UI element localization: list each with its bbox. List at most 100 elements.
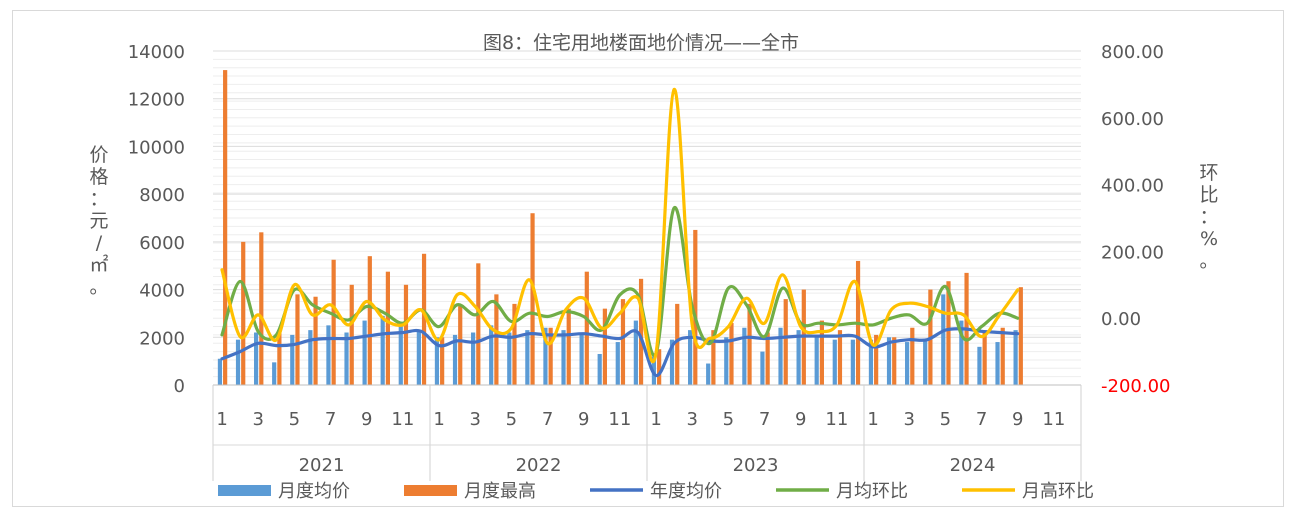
right-tick-label: 800.00 (1101, 42, 1164, 63)
bar-月度最高 (892, 337, 897, 385)
month-tick-label: 3 (903, 409, 914, 430)
bar-月度均价 (832, 339, 837, 385)
bar-月度均价 (850, 339, 855, 385)
bar-月度最高 (512, 303, 517, 385)
year-label: 2024 (950, 455, 996, 476)
bar-月度均价 (706, 363, 711, 385)
bar-月度最高 (783, 299, 788, 385)
bar-月度均价 (507, 332, 512, 385)
bar-月度均价 (923, 339, 928, 385)
bar-月度均价 (344, 332, 349, 385)
bar-月度均价 (362, 320, 367, 385)
bar-月度最高 (837, 330, 843, 385)
month-tick-label: 1 (650, 409, 661, 430)
bar-月度均价 (290, 334, 295, 385)
bar-月度均价 (977, 346, 982, 385)
left-tick-label: 14000 (128, 42, 185, 63)
left-tick-label: 12000 (128, 90, 185, 111)
bar-月度最高 (765, 332, 770, 385)
month-tick-label: 3 (252, 409, 263, 430)
bar-月度最高 (349, 284, 354, 385)
bar-月度均价 (254, 332, 259, 385)
right-axis-label-char: 比 (1199, 184, 1218, 206)
left-axis-label-char: ㎡ (89, 253, 108, 276)
bar-月度最高 (295, 294, 300, 385)
bar-月度最高 (403, 284, 409, 385)
bar-月度最高 (1000, 327, 1005, 385)
legend-label: 月度均价 (278, 481, 350, 502)
bar-月度最高 (458, 306, 463, 385)
month-tick-label: 5 (723, 409, 734, 430)
bar-月度均价 (760, 351, 765, 385)
left-tick-label: 0 (174, 376, 185, 397)
month-tick-label: 11 (1042, 409, 1065, 430)
bar-月度均价 (886, 337, 892, 385)
bar-月度最高 (657, 349, 662, 385)
bar-月度最高 (982, 332, 987, 385)
legend-label: 月均环比 (836, 481, 908, 502)
left-axis-label-char: / (96, 232, 103, 254)
right-tick-label: -200.00 (1101, 376, 1170, 397)
month-tick-label: 9 (795, 409, 806, 430)
bar-月度均价 (633, 320, 638, 385)
bar-月度最高 (566, 308, 571, 385)
bar-月度最高 (675, 303, 680, 385)
month-tick-label: 5 (289, 409, 300, 430)
bar-月度均价 (434, 337, 440, 385)
left-tick-label: 4000 (139, 281, 185, 302)
bar-月度均价 (778, 327, 783, 385)
month-tick-label: 7 (325, 409, 336, 430)
left-tick-label: 10000 (128, 137, 185, 158)
legend-label: 月度最高 (464, 481, 536, 502)
bar-月度均价 (941, 294, 946, 385)
bar-月度最高 (747, 303, 752, 385)
bar-月度均价 (669, 339, 675, 385)
bar-月度均价 (217, 358, 223, 385)
bar-月度均价 (814, 334, 819, 385)
right-tick-label: 400.00 (1101, 176, 1164, 197)
bar-月度均价 (308, 330, 313, 385)
bar-月度最高 (620, 299, 626, 385)
right-tick-label: 0.00 (1101, 309, 1141, 330)
bar-月度均价 (597, 353, 602, 385)
bar-月度均价 (1013, 330, 1018, 385)
bar-月度最高 (910, 327, 915, 385)
month-tick-label: 1 (433, 409, 444, 430)
line-月高环比 (220, 87, 1020, 364)
chart-title: 图8：住宅用地楼面地价情况——全市 (483, 32, 799, 54)
month-tick-label: 11 (608, 409, 631, 430)
month-tick-label: 1 (867, 409, 878, 430)
bar-月度均价 (416, 330, 421, 385)
bar-月度最高 (494, 294, 499, 385)
bar-月度均价 (272, 362, 277, 385)
chart-svg: 0 2000 4000 6000 8000 10000 12000 14000 -200.00 0… (89, 32, 1218, 502)
bar-月度均价 (452, 334, 458, 385)
legend-label: 年度均价 (650, 481, 722, 502)
bar-月度最高 (367, 256, 372, 385)
bar-月度最高 (241, 241, 246, 385)
bar-月度最高 (476, 263, 481, 385)
left-tick-label: 2000 (139, 328, 185, 349)
month-tick-label: 7 (542, 409, 553, 430)
bar-月度最高 (874, 334, 879, 385)
bar-月度均价 (796, 330, 801, 385)
right-tick-label: 200.00 (1101, 242, 1164, 263)
bar-月度最高 (223, 70, 228, 386)
bar-月度均价 (561, 330, 566, 385)
bar-月度均价 (579, 332, 584, 385)
month-tick-label: 7 (759, 409, 770, 430)
bar-月度最高 (259, 232, 264, 385)
line-年度均价 (220, 327, 1020, 378)
month-tick-label: 9 (1012, 409, 1023, 430)
bar-月度均价 (398, 322, 403, 385)
bar-月度最高 (693, 229, 698, 385)
month-tick-label: 7 (976, 409, 987, 430)
left-tick-label: 8000 (139, 185, 185, 206)
chart-frame: 0 2000 4000 6000 8000 10000 12000 14000 -200.00 0… (12, 10, 1284, 507)
bar-月度最高 (385, 271, 390, 385)
bar-月度均价 (525, 330, 530, 385)
line-月均环比 (220, 206, 1020, 358)
bar-月度均价 (905, 342, 910, 385)
month-tick-label: 5 (940, 409, 951, 430)
right-tick-label: 600.00 (1101, 109, 1164, 130)
